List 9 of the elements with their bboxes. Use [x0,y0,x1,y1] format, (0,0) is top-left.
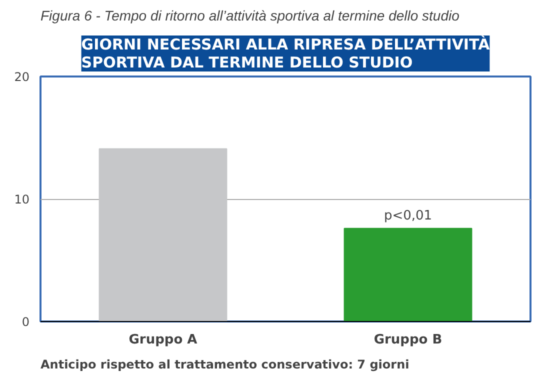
text: Anticipo rispetto al trattamento conservativo: 7 giorni [40,358,410,372]
annotation: p<0,01 [384,208,432,224]
x-tick-label: Gruppo A [128,332,198,348]
y-tick-label: 10 [14,192,30,206]
chart-title: Figura 6 - Tempo di ritorno all’attività sportiva al termine dello studio [40,8,460,24]
chart-subtitle: GIORNI NECESSARI ALLA RIPRESA DELL’ATTIVITÀ SPORTIVA DAL TERMINE DELLO STUDIO [81,36,490,72]
y-tick-label: 0 [22,315,30,329]
x-tick-label: Gruppo B [374,332,442,348]
y-tick-label: 20 [14,70,30,84]
